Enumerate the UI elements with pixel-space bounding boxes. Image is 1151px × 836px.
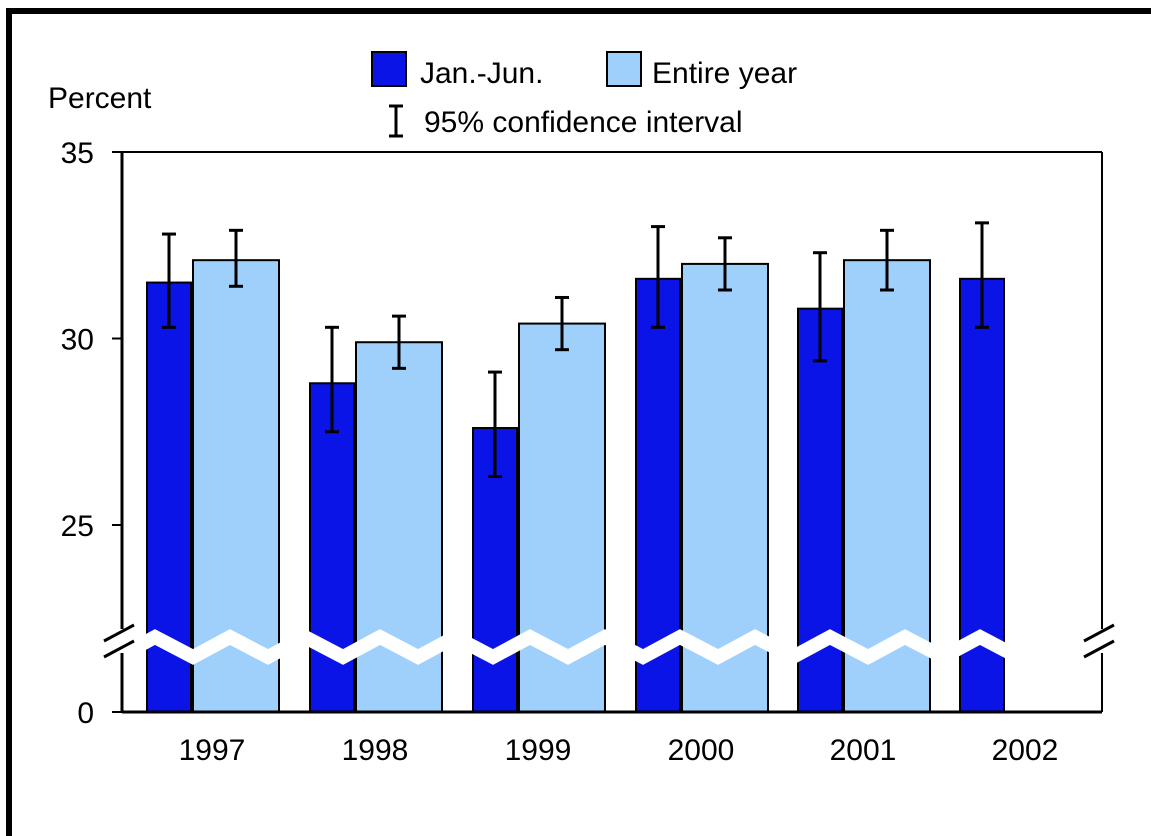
legend-ci-icon: [389, 104, 403, 138]
axis-break-wave: [114, 629, 1022, 665]
ci-bar-entire-year-1999: [555, 295, 569, 352]
axes: 35 30 25 0 1997 1998 1999 2000 2001 2002: [61, 137, 1115, 767]
y-axis-label: Percent: [48, 82, 152, 115]
ci-bar-jan-jun-1998: [325, 325, 339, 434]
legend-label-entire-year: Entire year: [652, 57, 797, 90]
legend: Jan.-Jun. Entire year 95% confidence int…: [371, 51, 797, 139]
chart-frame: [6, 8, 1151, 836]
y-tick-label-30: 30: [61, 324, 94, 357]
y-tick-label-25: 25: [61, 510, 94, 543]
ci-bar-jan-jun-2001: [813, 251, 827, 363]
plot-area: [114, 221, 1022, 713]
ci-bar-entire-year-1998: [392, 314, 406, 370]
axis-break-mark: [103, 623, 135, 643]
axis-break-mark: [103, 639, 135, 659]
x-tick-label-2000: 2000: [668, 734, 735, 767]
legend-label-jan-jun: Jan.-Jun.: [420, 57, 543, 90]
ci-bar-jan-jun-1997: [162, 232, 176, 329]
x-tick-label-1999: 1999: [505, 734, 572, 767]
x-tick-label-1997: 1997: [179, 734, 246, 767]
ci-bar-jan-jun-1999: [488, 370, 502, 479]
axis-break-mark: [1083, 639, 1115, 659]
x-tick-label-1998: 1998: [342, 734, 409, 767]
x-tick-label-2002: 2002: [992, 734, 1059, 767]
y-tick-label-0: 0: [77, 697, 94, 730]
legend-swatch-jan-jun: [371, 51, 407, 87]
axis-break-mark: [1083, 623, 1115, 643]
ci-bar-entire-year-2000: [718, 236, 732, 292]
y-tick-label-35: 35: [61, 137, 94, 170]
ci-bar-entire-year-1997: [229, 228, 243, 288]
bar-jan-jun-1999: [472, 427, 518, 713]
legend-swatch-entire-year: [606, 51, 642, 87]
ci-bar-jan-jun-2000: [651, 225, 665, 329]
ci-bar-jan-jun-2002: [975, 221, 989, 329]
x-tick-label-2001: 2001: [830, 734, 897, 767]
legend-label-ci: 95% confidence interval: [424, 106, 743, 139]
ci-bar-entire-year-2001: [880, 228, 894, 292]
